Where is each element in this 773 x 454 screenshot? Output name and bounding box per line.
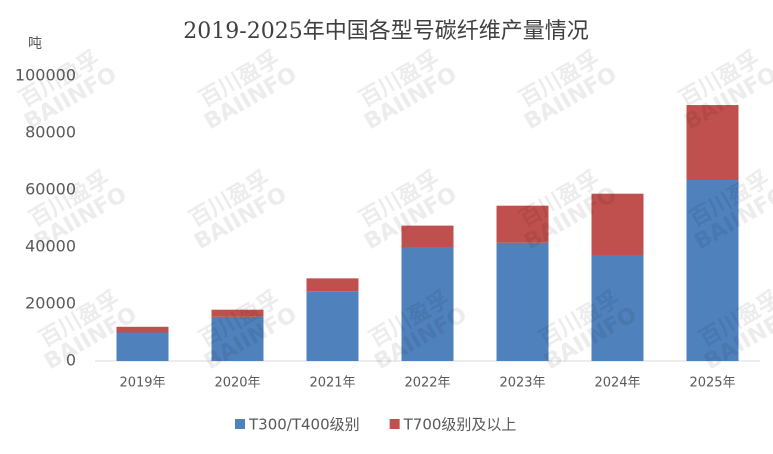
x-tick-label: 2020年: [214, 376, 260, 391]
legend-swatch: [389, 419, 400, 429]
legend-swatch: [235, 419, 245, 429]
bar-segment: [496, 205, 549, 243]
bar-segment: [686, 180, 739, 361]
bar-segment: [591, 254, 644, 361]
bar-segment: [211, 316, 264, 361]
y-tick-label: 20000: [25, 294, 76, 313]
bar-segment: [591, 193, 644, 255]
y-tick-label: 80000: [25, 123, 76, 142]
y-tick-label: 40000: [25, 237, 76, 256]
x-tick-label: 2022年: [404, 376, 450, 391]
y-tick-label: 100000: [15, 66, 76, 85]
y-tick-label: 60000: [25, 180, 76, 199]
bar-segment: [211, 309, 264, 317]
x-tick-label: 2019年: [119, 376, 165, 391]
bar-segment: [496, 242, 549, 361]
bar-segment: [116, 332, 169, 361]
x-tick-label: 2025年: [689, 376, 735, 391]
x-tick-label: 2023年: [499, 376, 545, 391]
x-tick-label: 2024年: [594, 376, 640, 391]
bar-segment: [401, 225, 454, 247]
legend-label: T700级别及以上: [403, 416, 517, 434]
x-tick-label: 2021年: [309, 376, 355, 391]
y-axis-label: 吨: [28, 36, 42, 52]
bar-segment: [306, 291, 359, 361]
bar-segment: [306, 278, 359, 292]
bar-segment: [401, 247, 454, 361]
bar-segment: [686, 105, 739, 181]
y-tick-label: 0: [66, 351, 76, 370]
chart-title: 2019-2025年中国各型号碳纤维产量情况: [183, 19, 588, 44]
bar-segment: [116, 326, 169, 333]
legend-label: T300/T400级别: [248, 416, 360, 434]
